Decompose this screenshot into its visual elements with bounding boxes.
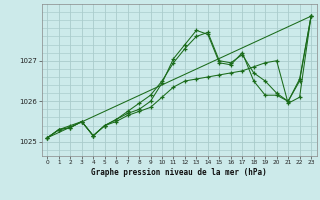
X-axis label: Graphe pression niveau de la mer (hPa): Graphe pression niveau de la mer (hPa) xyxy=(91,168,267,177)
